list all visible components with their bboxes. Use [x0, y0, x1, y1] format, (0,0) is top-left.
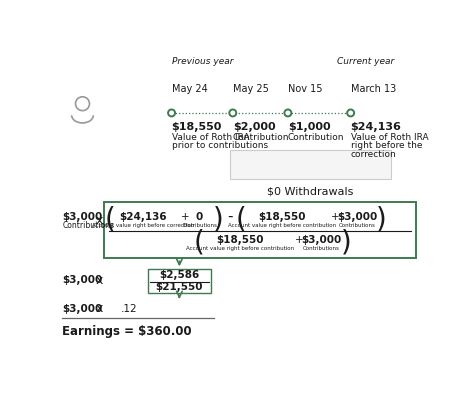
- Text: $2,586: $2,586: [159, 271, 200, 281]
- Text: $21,550: $21,550: [155, 282, 203, 292]
- Text: correction: correction: [351, 150, 396, 159]
- FancyBboxPatch shape: [147, 269, 211, 293]
- Text: Contributions: Contributions: [339, 223, 376, 228]
- Bar: [230, 150, 391, 179]
- Text: $3,000: $3,000: [301, 235, 341, 245]
- Text: Contribution: Contribution: [288, 133, 345, 142]
- Text: Account value right before contribution: Account value right before contribution: [228, 223, 336, 228]
- Text: x: x: [96, 214, 103, 227]
- Text: Contribution: Contribution: [233, 133, 289, 142]
- Text: (: (: [105, 206, 116, 234]
- Text: +: +: [295, 235, 304, 245]
- Text: $24,136: $24,136: [119, 212, 167, 222]
- Circle shape: [347, 110, 354, 116]
- Text: March 13: March 13: [351, 85, 396, 95]
- Text: $3,000: $3,000: [63, 275, 102, 285]
- Text: $24,136: $24,136: [351, 122, 401, 132]
- Text: prior to contributions: prior to contributions: [172, 142, 268, 150]
- Circle shape: [168, 110, 175, 116]
- Text: +: +: [331, 212, 339, 222]
- Text: May 25: May 25: [233, 85, 269, 95]
- Text: $18,550: $18,550: [258, 212, 305, 222]
- Text: ): ): [376, 206, 387, 234]
- Text: $1,000: $1,000: [288, 122, 330, 132]
- Text: x: x: [96, 273, 103, 286]
- Text: (: (: [193, 228, 204, 256]
- Text: Account value right before contribution: Account value right before contribution: [186, 246, 294, 251]
- Text: ): ): [341, 228, 351, 256]
- Text: ): ): [213, 206, 224, 234]
- Text: $3,000: $3,000: [63, 212, 102, 222]
- Text: Value of Roth IRA: Value of Roth IRA: [351, 133, 428, 142]
- Text: $18,550: $18,550: [216, 235, 264, 245]
- Text: -: -: [227, 209, 233, 224]
- Bar: [104, 202, 416, 258]
- Text: Contributions: Contributions: [303, 246, 340, 251]
- Text: Current year: Current year: [337, 58, 394, 66]
- Text: 0: 0: [196, 212, 203, 222]
- Text: x: x: [96, 302, 103, 315]
- Text: (: (: [235, 206, 246, 234]
- Text: Account value right before correction: Account value right before correction: [92, 223, 194, 228]
- Text: $0 Withdrawals: $0 Withdrawals: [267, 187, 354, 197]
- Text: May 24: May 24: [172, 85, 207, 95]
- Circle shape: [75, 97, 90, 111]
- Circle shape: [284, 110, 292, 116]
- Text: Distributions: Distributions: [182, 223, 217, 228]
- Text: Value of Roth IRA: Value of Roth IRA: [172, 133, 249, 142]
- Text: Previous year: Previous year: [172, 58, 233, 66]
- Text: Contributions: Contributions: [63, 221, 114, 230]
- Text: $3,000: $3,000: [63, 303, 102, 313]
- Text: +: +: [181, 212, 190, 222]
- Circle shape: [229, 110, 236, 116]
- Text: .12: .12: [121, 303, 138, 313]
- Text: Nov 15: Nov 15: [288, 85, 322, 95]
- Text: Earnings = $360.00: Earnings = $360.00: [63, 325, 192, 338]
- Text: $18,550: $18,550: [172, 122, 222, 132]
- Text: $3,000: $3,000: [337, 212, 378, 222]
- Text: right before the: right before the: [351, 142, 422, 150]
- Text: $2,000: $2,000: [233, 122, 275, 132]
